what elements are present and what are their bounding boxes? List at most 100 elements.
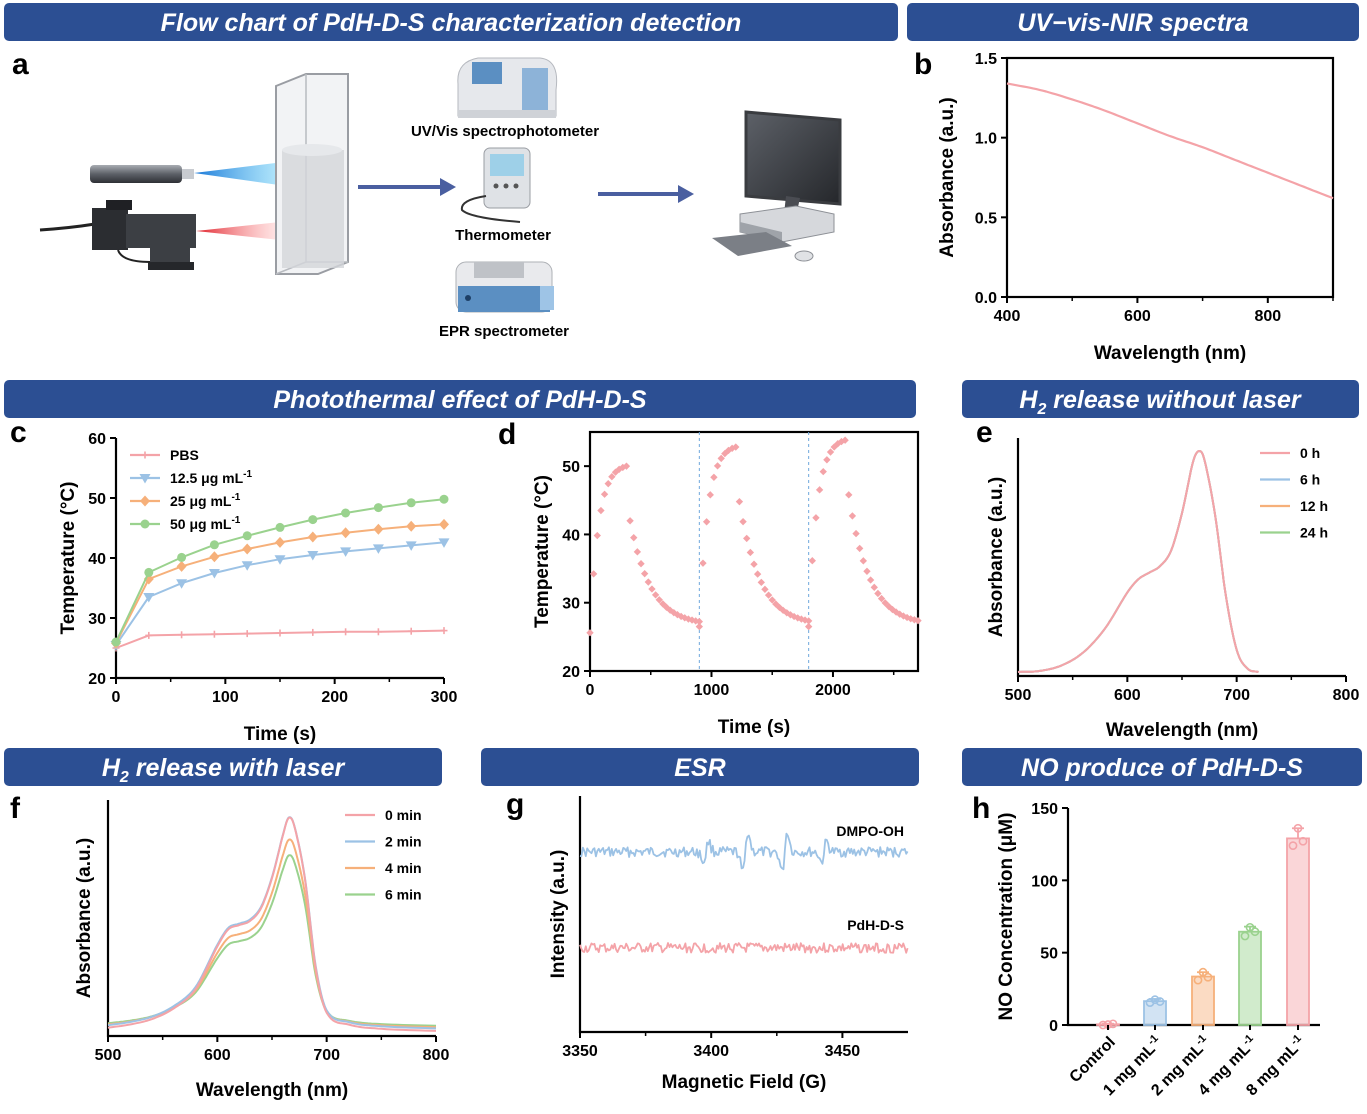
chart-d-point <box>877 594 886 603</box>
chart-c-series-2-point <box>242 543 253 555</box>
chart-c-series-1-point <box>340 547 352 557</box>
chart-d-point <box>863 567 871 575</box>
chart-c-legend-marker <box>140 495 150 507</box>
chart-c-xtick-label: 300 <box>431 689 458 706</box>
chart-d-point <box>845 491 853 499</box>
chart-d-point <box>826 448 835 456</box>
chart-e-xtick-label: 500 <box>1005 687 1032 704</box>
chart-g-series-1-line <box>579 942 909 954</box>
chart-h-point <box>1298 836 1308 846</box>
chart-h-ytick-label: 50 <box>1040 946 1058 963</box>
chart-g-xtick-label: 3450 <box>825 1043 861 1060</box>
chart-d-point <box>604 479 612 488</box>
chart-c-series-3-point <box>406 498 416 508</box>
chart-d-point <box>808 557 816 565</box>
laser-icon <box>39 200 196 270</box>
chart-g-series-label: PdH-D-S <box>847 917 904 933</box>
chart-e-series-line <box>1017 450 1259 673</box>
spectrophotometer-icon <box>457 57 558 118</box>
chart-h-bar <box>1191 975 1215 1026</box>
chart-b-xlabel: Wavelength (nm) <box>1094 343 1246 364</box>
chart-e-axes <box>1016 438 1346 678</box>
banner-g-text: ESR <box>674 754 725 782</box>
chart-c-series-3-point <box>439 494 449 504</box>
label-epr: EPR spectrometer <box>439 323 569 340</box>
chart-d-point <box>648 585 656 593</box>
chart-c-series-0-point <box>309 628 317 636</box>
chart-g-xlabel: Magnetic Field (G) <box>662 1072 827 1093</box>
chart-f-xtick-label: 500 <box>95 1047 122 1064</box>
chart-c-photothermal-concentration: 0 100 200 300 20 30 40 50 60 Time (s) Temperature … <box>58 431 457 745</box>
chart-c-series-3-point <box>111 637 121 647</box>
label-thermometer: Thermometer <box>455 227 551 244</box>
chart-e-ylabel: Absorbance (a.u.) <box>986 477 1007 637</box>
chart-d-point <box>608 473 616 481</box>
chart-b-series-line <box>1006 82 1334 200</box>
panel-label-c: c <box>10 416 27 449</box>
chart-d-point <box>630 533 638 542</box>
chart-c-series-1-point <box>438 538 450 548</box>
chart-e-series-line <box>1017 450 1259 673</box>
chart-c-series-2-point <box>307 531 318 543</box>
chart-c-series-1-point <box>241 561 253 571</box>
chart-c-series-2-point <box>176 560 187 572</box>
chart-c-series-1-point <box>274 555 286 565</box>
chart-c-legend-label: 12.5 μg mL-1 <box>170 469 252 486</box>
flow-arrow-1 <box>358 178 456 196</box>
chart-h-bar <box>1286 837 1310 1026</box>
panel-label-h: h <box>972 792 990 825</box>
chart-e-legend-label: 12 h <box>1300 498 1328 514</box>
chart-d-ytick-label: 50 <box>562 459 580 476</box>
chart-d-point <box>644 578 652 586</box>
chart-c-series-2-point <box>209 551 220 563</box>
banner-f-text: H2 release with laser <box>102 754 346 786</box>
chart-f-xtick-label: 800 <box>423 1047 450 1064</box>
chart-b-xtick-label: 800 <box>1254 308 1281 325</box>
chart-c-series-3-line <box>115 498 445 643</box>
chart-h-point <box>1293 823 1303 833</box>
thermometer-icon <box>460 147 531 223</box>
chart-c-legend-marker <box>139 474 151 484</box>
blue-beam-icon <box>194 160 300 188</box>
chart-c-legend-label: 25 μg mL-1 <box>170 492 241 509</box>
chart-d-point <box>735 497 744 506</box>
banner-g: ESR <box>481 748 919 786</box>
chart-d-point <box>804 622 813 631</box>
chart-d-point <box>589 570 598 578</box>
chart-c-xtick-label: 200 <box>321 689 348 706</box>
chart-d-point <box>761 585 769 593</box>
chart-c-series-0-point <box>374 628 382 636</box>
chart-d-point <box>593 531 601 540</box>
chart-c-series-3-point <box>373 503 383 513</box>
chart-c-series-2-point <box>275 536 285 548</box>
chart-b-uv-vis-nir: 400 600 800 0.0 0.5 1.0 1.5 Wavelength (nm) Abso… <box>937 51 1335 364</box>
chart-e-legend-label: 0 h <box>1300 445 1320 461</box>
chart-h-point <box>1240 931 1250 941</box>
banner-h-text: NO produce of PdH-D-S <box>1021 754 1303 782</box>
chart-c-series-1-point <box>405 541 417 551</box>
banner-f: H2 release with laser <box>4 748 442 786</box>
chart-c-series-1-point <box>372 544 384 554</box>
chart-c-legend-label: 50 μg mL-1 <box>170 515 241 532</box>
chart-c-ytick-label: 30 <box>88 611 106 628</box>
chart-d-point <box>848 512 857 520</box>
banner-b-text: UV−vis-NIR spectra <box>1017 9 1248 37</box>
chart-c-series-2-point <box>439 518 449 530</box>
chart-d-ytick-label: 30 <box>562 596 580 613</box>
chart-d-point <box>753 570 762 578</box>
chart-c-legend-label: PBS <box>170 447 199 463</box>
chart-d-point <box>750 560 758 568</box>
chart-d-point <box>743 534 751 543</box>
chart-c-series-2-point <box>340 527 351 539</box>
chart-f-legend-label: 6 min <box>385 887 422 903</box>
chart-h-point <box>1288 841 1298 851</box>
chart-f-legend-label: 2 min <box>385 834 422 850</box>
chart-c-series-3-point <box>308 515 318 525</box>
chart-e-h2-no-laser: 500 600 700 800 Wavelength (nm) Absorbance (a… <box>986 438 1359 741</box>
chart-c-series-0-point <box>145 631 153 639</box>
chart-e-legend-label: 24 h <box>1300 525 1328 541</box>
chart-f-legend-label: 4 min <box>385 860 422 876</box>
chart-d-point <box>640 569 649 578</box>
label-spectrophotometer: UV/Vis spectrophotometer <box>411 123 599 140</box>
chart-c-xtick-label: 100 <box>212 689 239 706</box>
